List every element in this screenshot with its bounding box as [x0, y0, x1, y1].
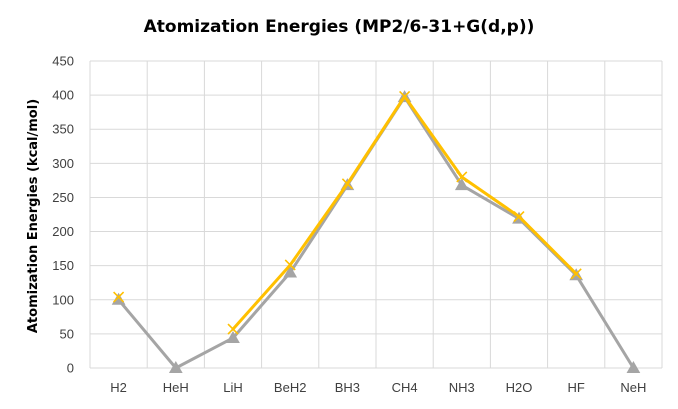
x-tick-label: LiH	[223, 380, 243, 395]
x-tick-label: HeH	[163, 380, 189, 395]
series-line	[231, 94, 578, 331]
y-tick-label: 0	[67, 361, 74, 376]
gridlines	[89, 60, 663, 369]
x-axis-ticks: H2 HeH LiH BeH2 BH3 CH4 NH3 H2O HF NeH	[110, 380, 646, 395]
series-1	[113, 90, 582, 335]
y-tick-label: 350	[52, 122, 74, 137]
x-tick-label: NH3	[449, 380, 475, 395]
data-point	[341, 178, 353, 190]
data-point	[570, 268, 582, 280]
x-tick-label: H2O	[506, 380, 533, 395]
x-tick-label: BeH2	[274, 380, 307, 395]
data-point	[168, 360, 183, 373]
data-point	[513, 210, 525, 223]
y-tick-label: 100	[52, 292, 74, 307]
data-point	[111, 292, 126, 305]
data-point	[626, 360, 641, 373]
y-axis-ticks: 0 50 100 150 200 250 300 350 400 450	[52, 54, 74, 376]
x-tick-label: H2	[110, 380, 127, 395]
x-tick-label: BH3	[335, 380, 360, 395]
data-point	[113, 291, 125, 303]
y-tick-label: 400	[52, 88, 74, 103]
x-tick-label: NeH	[620, 380, 646, 395]
y-tick-label: 250	[52, 190, 74, 205]
y-tick-label: 150	[52, 258, 74, 273]
data-point	[399, 90, 411, 103]
data-point	[454, 178, 469, 191]
data-point	[284, 259, 296, 271]
data-point	[456, 171, 468, 183]
x-tick-label: CH4	[392, 380, 418, 395]
y-tick-label: 50	[60, 326, 74, 341]
data-point	[227, 323, 239, 335]
series-layer	[111, 90, 641, 373]
data-point	[226, 330, 240, 343]
y-axis-title: Atomization Energies (kcal/mol)	[26, 99, 41, 333]
y-tick-label: 450	[52, 54, 74, 69]
y-tick-label: 300	[52, 156, 74, 171]
x-tick-label: HF	[568, 380, 585, 395]
chart-title: Atomization Energies (MP2/6-31+G(d,p))	[144, 17, 535, 37]
data-point	[283, 265, 298, 278]
y-tick-label: 200	[52, 224, 74, 239]
